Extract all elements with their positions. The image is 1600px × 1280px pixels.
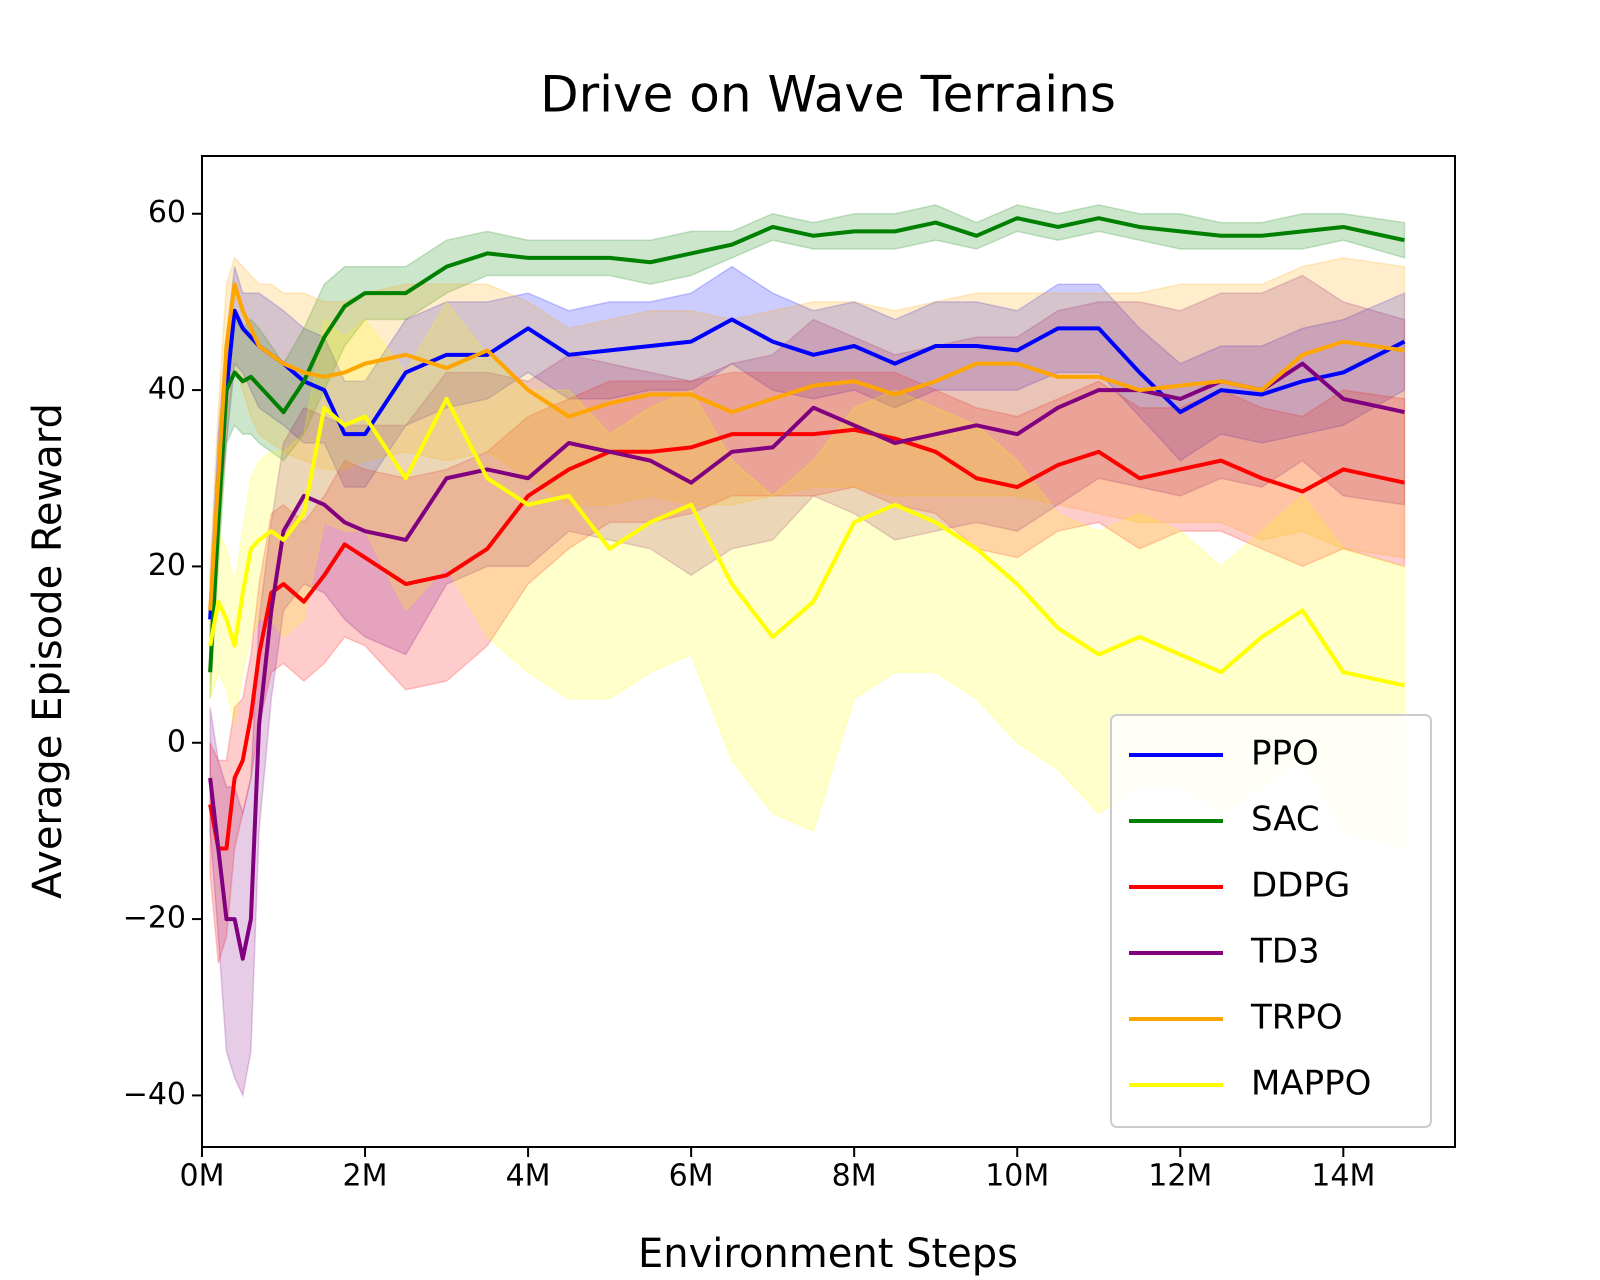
band [209, 274, 1406, 1098]
y-tick-label: 0 [167, 724, 186, 759]
band [209, 204, 1406, 699]
legend-label: MAPPO [1251, 1064, 1371, 1104]
series-line [208, 282, 1405, 611]
x-tick-label: 4M [506, 1159, 551, 1194]
plot-frame [201, 155, 1456, 1148]
legend-label: TD3 [1250, 932, 1320, 972]
x-axis-label: Environment Steps [638, 1231, 1018, 1277]
y-axis-label: Average Episode Reward [25, 403, 71, 899]
y-tick-label: −20 [123, 901, 186, 936]
y-tick-label: 60 [148, 195, 186, 230]
y-tick-label: 40 [148, 372, 186, 407]
series-line [208, 396, 1405, 688]
series-line [208, 216, 1405, 673]
x-tick-label: 12M [1148, 1159, 1212, 1194]
legend-label: PPO [1251, 734, 1319, 774]
plot-area [208, 204, 1406, 1098]
y-tick-label: −40 [123, 1077, 186, 1112]
x-tick-label: 8M [832, 1159, 877, 1194]
y-tick-label: 20 [148, 548, 186, 583]
x-tick-label: 0M [180, 1159, 225, 1194]
chart-title: Drive on Wave Terrains [540, 66, 1116, 124]
x-tick-label: 14M [1311, 1159, 1375, 1194]
x-tick-label: 6M [669, 1159, 714, 1194]
series-line [208, 427, 1405, 851]
legend-label: DDPG [1251, 866, 1350, 906]
legend-label: TRPO [1250, 998, 1343, 1038]
legend-box [1110, 714, 1432, 1128]
x-tick-label: 10M [985, 1159, 1049, 1194]
x-tick-label: 2M [343, 1159, 388, 1194]
series-line [208, 361, 1405, 961]
legend-label: SAC [1251, 800, 1320, 840]
band [209, 256, 1406, 655]
band [209, 265, 1406, 655]
